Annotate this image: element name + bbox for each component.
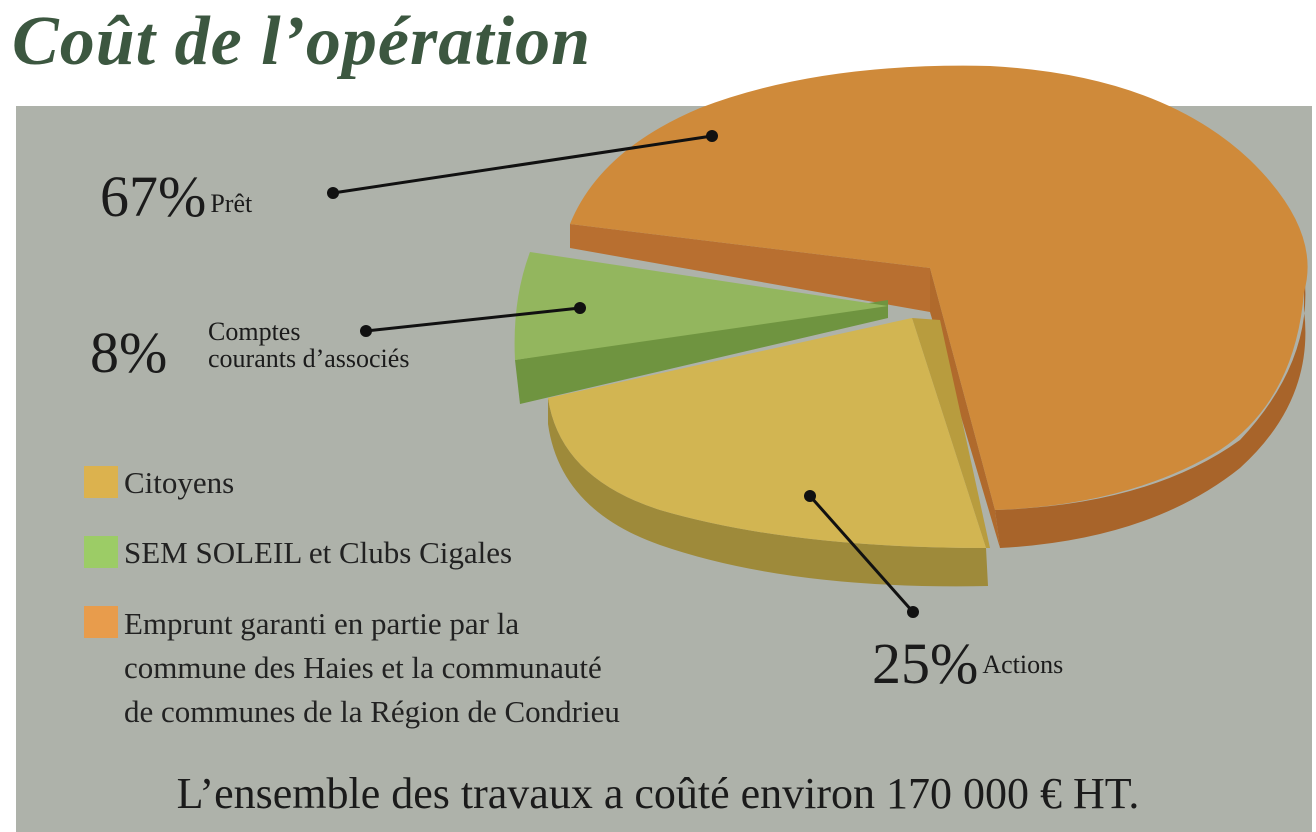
legend: Citoyens SEM SOLEIL et Clubs Cigales Emp… — [84, 462, 620, 762]
slice-label-pret: Prêt — [210, 189, 253, 218]
pie-slice-pret-top — [570, 65, 1308, 511]
legend-label-emprunt-line3: de communes de la Région de Condrieu — [124, 694, 620, 729]
legend-item-citoyens: Citoyens — [84, 462, 620, 504]
pie-slice-pret — [570, 65, 1308, 548]
legend-swatch-citoyens — [84, 466, 118, 498]
leader-line-comptes — [360, 302, 586, 337]
callout-comptes: 8% — [90, 324, 167, 382]
pie-slice-actions-edge — [912, 318, 990, 548]
callout-actions: 25% Actions — [872, 635, 1063, 693]
pie-slice-pret-inner — [930, 268, 1000, 548]
pie-slice-comptes-side — [515, 300, 888, 404]
page-title: Coût de l’opération — [12, 3, 592, 80]
leader-dot-actions-end — [907, 606, 919, 618]
callout-comptes-label: Comptes courants d’associés — [208, 318, 409, 373]
legend-item-sem-soleil: SEM SOLEIL et Clubs Cigales — [84, 532, 620, 574]
leader-line-pret — [327, 130, 718, 199]
leader-dot-comptes-start — [360, 325, 372, 337]
legend-label-citoyens: Citoyens — [124, 465, 235, 500]
pie-slice-comptes-top — [514, 252, 888, 360]
slice-label-comptes-line1: Comptes — [208, 317, 301, 346]
callout-pret: 67% Prêt — [100, 168, 252, 226]
slice-percent-comptes: 8% — [90, 320, 168, 385]
leader-dot-comptes-end — [574, 302, 586, 314]
slice-percent-pret: 67% — [100, 164, 207, 229]
slice-label-actions: Actions — [982, 650, 1064, 679]
leader-dot-pret-start — [327, 187, 339, 199]
pie-slice-actions-side — [548, 398, 988, 587]
legend-item-emprunt: Emprunt garanti en partie par la commune… — [84, 602, 620, 734]
slice-percent-actions: 25% — [872, 631, 979, 696]
pie-slice-actions — [548, 318, 990, 587]
leader-dot-actions-start — [804, 490, 816, 502]
pie-slice-actions-top — [548, 318, 986, 548]
slice-label-comptes-line2: courants d’associés — [208, 344, 410, 374]
legend-label-emprunt-line1: Emprunt garanti en partie par la — [124, 606, 520, 641]
legend-swatch-emprunt — [84, 606, 118, 638]
pie-slice-pret-side — [995, 272, 1306, 548]
pie-slice-comptes — [514, 252, 888, 404]
legend-label-sem-soleil: SEM SOLEIL et Clubs Cigales — [124, 535, 513, 570]
leader-dot-pret-end — [706, 130, 718, 142]
legend-swatch-sem-soleil — [84, 536, 118, 568]
pie-slice-pret-edge — [570, 224, 930, 312]
leader-line-actions — [804, 490, 919, 618]
legend-label-emprunt-line2: commune des Haies et la communauté — [124, 650, 602, 685]
total-cost-note: L’ensemble des travaux a coûté environ 1… — [176, 769, 1140, 818]
